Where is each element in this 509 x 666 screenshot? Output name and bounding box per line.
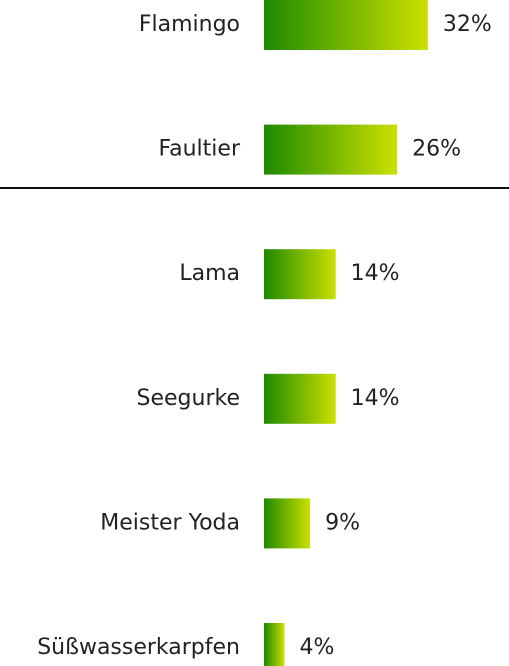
category-label: Flamingo <box>139 12 240 37</box>
bar <box>264 498 311 549</box>
category-label: Lama <box>179 261 240 286</box>
category-label: Faultier <box>159 137 241 162</box>
value-label: 14% <box>351 261 400 286</box>
value-label: 4% <box>299 635 334 660</box>
value-label: 14% <box>351 386 400 411</box>
category-label: Meister Yoda <box>100 510 240 535</box>
bar <box>264 373 336 424</box>
bar <box>264 249 336 300</box>
bar <box>264 124 398 175</box>
category-label: Seegurke <box>137 386 240 411</box>
category-label: Süßwasserkarpfen <box>37 635 240 660</box>
bar <box>264 623 285 666</box>
value-label: 9% <box>325 510 360 535</box>
value-label: 32% <box>443 12 492 37</box>
value-label: 26% <box>412 137 461 162</box>
bar <box>264 0 428 50</box>
